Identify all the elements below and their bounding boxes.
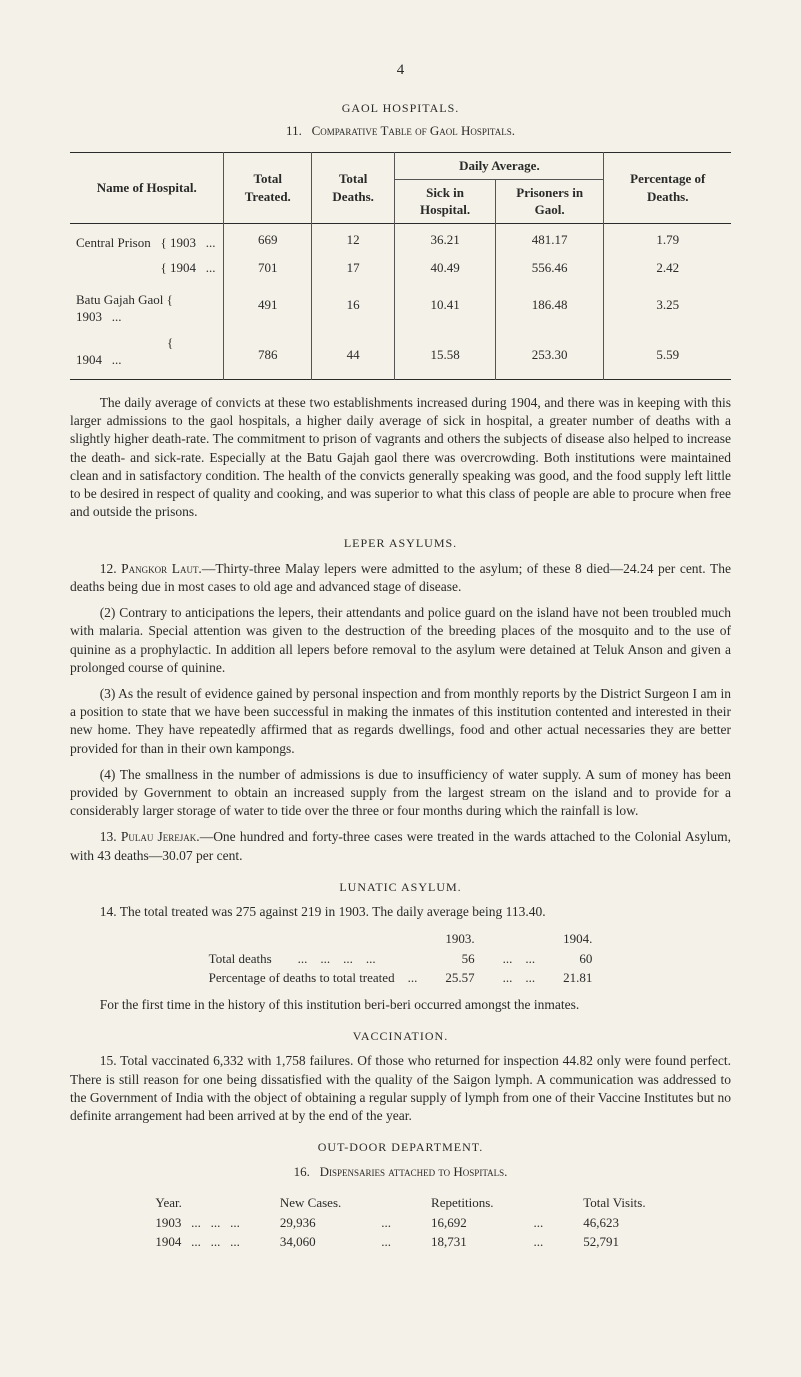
cell: 12 [312, 223, 395, 255]
col-pct: Percentage of Deaths. [604, 152, 731, 223]
leper-heading: LEPER ASYLUMS. [70, 535, 731, 551]
cell: 5.59 [604, 330, 731, 380]
cell: 34,060 [260, 1232, 361, 1252]
cell: 60 [549, 949, 606, 969]
para-15: 15. Total vaccinated 6,332 with 1,758 fa… [70, 1052, 731, 1125]
num: 12. [100, 561, 121, 576]
col-deaths: Total Deaths. [312, 152, 395, 223]
cell: 18,731 [411, 1232, 513, 1252]
cell: 491 [224, 281, 312, 330]
dispensaries-table: Year. New Cases. Repetitions. Total Visi… [135, 1193, 665, 1252]
th: New Cases. [260, 1193, 361, 1213]
disp-caption: 16. Dispensaries attached to Hospitals. [70, 1163, 731, 1181]
table-caption: 11. Comparative Table of Gaol Hospitals. [70, 122, 731, 140]
cell: 3.25 [604, 281, 731, 330]
num: 13. [100, 829, 121, 844]
th: 1904. [549, 929, 606, 949]
cell: 1904 ... ... ... [135, 1232, 260, 1252]
th: Total Visits. [563, 1193, 665, 1213]
col-treated: Total Treated. [224, 152, 312, 223]
cell: 1.79 [604, 223, 731, 255]
cell: 40.49 [395, 255, 496, 281]
cell: 21.81 [549, 968, 606, 988]
th: Repetitions. [411, 1193, 513, 1213]
cell: 556.46 [495, 255, 604, 281]
lunatic-heading: LUNATIC ASYLUM. [70, 879, 731, 895]
row-name-3: { 1904 ... [70, 330, 224, 380]
row-name-2: Batu Gajah Gaol { 1903 ... [70, 281, 224, 330]
lunatic-table: 1903. 1904. Total deaths ... ... ... ...5… [195, 929, 607, 988]
cell: 10.41 [395, 281, 496, 330]
row-label: Percentage of deaths to total treated ..… [195, 968, 432, 988]
para-12-4: (4) The smallness in the number of admis… [70, 766, 731, 821]
dots: ... ... [489, 949, 550, 969]
cell: 253.30 [495, 330, 604, 380]
sc: Pangkor Laut. [121, 561, 202, 576]
cell: 2.42 [604, 255, 731, 281]
cell: 15.58 [395, 330, 496, 380]
para-13: 13. Pulau Jerejak.—One hundred and forty… [70, 828, 731, 864]
cell: 52,791 [563, 1232, 665, 1252]
cell: 16,692 [411, 1213, 513, 1233]
para-14: 14. The total treated was 275 against 21… [70, 903, 731, 921]
col-sick: Sick in Hospital. [395, 179, 496, 223]
dots: ... [361, 1213, 411, 1233]
cell: 44 [312, 330, 395, 380]
cell: 29,936 [260, 1213, 361, 1233]
dots: ... [514, 1213, 564, 1233]
col-name: Name of Hospital. [70, 152, 224, 223]
col-prisoners: Prisoners in Gaol. [495, 179, 604, 223]
para-12: 12. Pangkor Laut.—Thirty-three Malay lep… [70, 560, 731, 596]
cell: 186.48 [495, 281, 604, 330]
cell: 36.21 [395, 223, 496, 255]
cell: 16 [312, 281, 395, 330]
row-name-0: Central Prison { 1903 ... [70, 223, 224, 255]
gaol-table: Name of Hospital. Total Treated. Total D… [70, 152, 731, 380]
cell: 17 [312, 255, 395, 281]
gaol-heading: GAOL HOSPITALS. [70, 100, 731, 116]
dots: ... [361, 1232, 411, 1252]
outdoor-heading: OUT-DOOR DEPARTMENT. [70, 1139, 731, 1155]
cell: 1903 ... ... ... [135, 1213, 260, 1233]
page-number: 4 [70, 60, 731, 80]
row-name-1: { 1904 ... [70, 255, 224, 281]
dots: ... [514, 1232, 564, 1252]
cell: 56 [431, 949, 488, 969]
th: Year. [135, 1193, 260, 1213]
cell: 46,623 [563, 1213, 665, 1233]
sc: Pulau Jerejak. [121, 829, 200, 844]
cell: 701 [224, 255, 312, 281]
para-daily: The daily average of convicts at these t… [70, 394, 731, 522]
cell: 786 [224, 330, 312, 380]
dots: ... ... [489, 968, 550, 988]
para-12-2: (2) Contrary to anticipations the lepers… [70, 604, 731, 677]
th: 1903. [431, 929, 488, 949]
row-label: Total deaths ... ... ... ... [195, 949, 432, 969]
vaccination-heading: VACCINATION. [70, 1028, 731, 1044]
cell: 25.57 [431, 968, 488, 988]
para-beri: For the first time in the history of thi… [70, 996, 731, 1014]
col-daily: Daily Average. [395, 152, 604, 179]
cell: 481.17 [495, 223, 604, 255]
cell: 669 [224, 223, 312, 255]
para-12-3: (3) As the result of evidence gained by … [70, 685, 731, 758]
